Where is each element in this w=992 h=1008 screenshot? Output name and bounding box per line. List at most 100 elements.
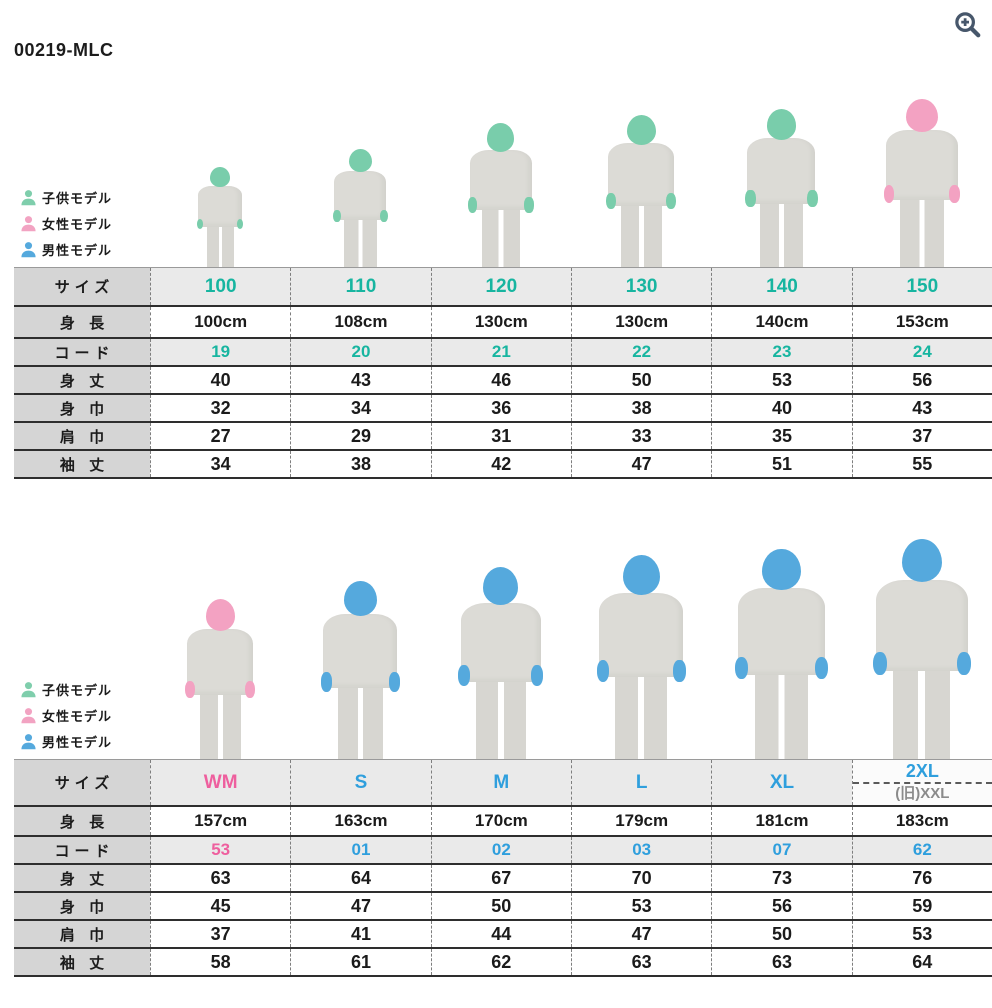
measure-cell: 64 [290, 865, 431, 891]
code-cell: 21 [430, 339, 571, 365]
model-figure-140 [745, 109, 818, 267]
measure-cell: 73 [711, 865, 852, 891]
measure-cell: 58 [150, 949, 291, 975]
measure-cell: 40 [711, 395, 852, 421]
code-cell: 23 [711, 339, 852, 365]
measure-cell: 53 [711, 367, 852, 393]
size-old-xxl-note: (旧)XXL [852, 782, 992, 804]
zoom-in-icon[interactable] [950, 8, 984, 42]
height-cell: 130cm [430, 307, 571, 337]
table-row-shoulder-width: 肩 巾 37 41 44 47 50 53 [14, 919, 992, 947]
measure-cell: 63 [150, 865, 291, 891]
measure-cell: 33 [570, 423, 712, 449]
size-cell: 120 [430, 268, 571, 305]
table-row-body-width: 身 巾 45 47 50 53 56 59 [14, 891, 992, 919]
model-figure-150 [883, 99, 960, 267]
model-figure-xl [735, 549, 828, 759]
row-label-size: サイズ [14, 760, 150, 805]
model-figure-110 [332, 149, 389, 267]
size-cell: XL [711, 760, 852, 805]
row-label-shoulder-width: 肩 巾 [14, 921, 150, 947]
model-figure-s [321, 581, 400, 759]
product-code-title: 00219-MLC [14, 40, 114, 60]
legend-label: 男性モデル [42, 243, 113, 258]
measure-cell: 64 [851, 949, 992, 975]
measure-cell: 53 [851, 921, 992, 947]
row-label-sleeve-length: 袖 丈 [14, 451, 150, 477]
model-figure-100 [196, 167, 244, 267]
code-cell: 01 [290, 837, 431, 863]
table-row-body-length: 身 丈 63 64 67 70 73 76 [14, 863, 992, 891]
measure-cell: 41 [290, 921, 431, 947]
table-row-size: サイズ 100 110 120 130 140 150 [14, 267, 992, 305]
legend-label: 子供モデル [42, 683, 113, 698]
height-cell: 140cm [711, 307, 852, 337]
measure-cell: 37 [851, 423, 992, 449]
height-cell: 100cm [150, 307, 291, 337]
child-model-icon [21, 190, 36, 206]
measure-cell: 32 [150, 395, 291, 421]
code-cell: 53 [150, 837, 291, 863]
female-model-icon [21, 216, 36, 232]
kids-size-table: サイズ 100 110 120 130 140 150 身 長 100cm 10… [14, 267, 992, 479]
legend-item-male: 男性モデル [20, 240, 150, 259]
measure-cell: 47 [570, 451, 712, 477]
measure-cell: 76 [851, 865, 992, 891]
row-label-height: 身 長 [14, 307, 150, 337]
model-figure-m [458, 567, 544, 759]
measure-cell: 50 [430, 893, 571, 919]
magnifier-plus-icon [955, 11, 981, 37]
height-cell: 130cm [570, 307, 712, 337]
measure-cell: 42 [430, 451, 571, 477]
measure-cell: 34 [150, 451, 291, 477]
legend-item-child: 子供モデル [20, 680, 150, 699]
size-cell: M [430, 760, 571, 805]
size-cell: 130 [570, 268, 712, 305]
adult-size-table: サイズ WM S M L XL 2XL (旧)XXL 身 長 157cm 163… [14, 759, 992, 977]
measure-cell: 50 [570, 367, 712, 393]
height-cell: 153cm [851, 307, 992, 337]
row-label-size: サイズ [14, 268, 150, 305]
code-cell: 07 [711, 837, 852, 863]
legend-label: 女性モデル [42, 709, 113, 724]
legend-label: 男性モデル [42, 735, 113, 750]
height-cell: 163cm [290, 807, 431, 835]
measure-cell: 29 [290, 423, 431, 449]
row-label-code: コード [14, 837, 150, 863]
measure-cell: 43 [290, 367, 431, 393]
table-row-body-length: 身 丈 40 43 46 50 53 56 [14, 365, 992, 393]
measure-cell: 63 [570, 949, 712, 975]
table-row-body-width: 身 巾 32 34 36 38 40 43 [14, 393, 992, 421]
model-figure-120 [467, 123, 534, 267]
measure-cell: 38 [290, 451, 431, 477]
measure-cell: 63 [711, 949, 852, 975]
measure-cell: 31 [430, 423, 571, 449]
legend-item-female: 女性モデル [20, 214, 150, 233]
measure-cell: 44 [430, 921, 571, 947]
height-cell: 108cm [290, 307, 431, 337]
height-cell: 157cm [150, 807, 291, 835]
row-label-code: コード [14, 339, 150, 365]
row-label-body-length: 身 丈 [14, 367, 150, 393]
measure-cell: 43 [851, 395, 992, 421]
model-legend: 子供モデル 女性モデル 男性モデル [20, 181, 150, 259]
child-model-icon [21, 682, 36, 698]
table-row-shoulder-width: 肩 巾 27 29 31 33 35 37 [14, 421, 992, 449]
row-label-sleeve-length: 袖 丈 [14, 949, 150, 975]
size-cell: S [290, 760, 431, 805]
legend-item-male: 男性モデル [20, 732, 150, 751]
model-legend: 子供モデル 女性モデル 男性モデル [20, 673, 150, 751]
measure-cell: 61 [290, 949, 431, 975]
table-row-sleeve-length: 袖 丈 34 38 42 47 51 55 [14, 449, 992, 477]
table-row-code: コード 19 20 21 22 23 24 [14, 337, 992, 365]
measure-cell: 67 [430, 865, 571, 891]
size-cell: L [570, 760, 712, 805]
measure-cell: 27 [150, 423, 291, 449]
table-row-size: サイズ WM S M L XL 2XL (旧)XXL [14, 759, 992, 805]
code-cell: 22 [570, 339, 712, 365]
male-model-icon [21, 734, 36, 750]
size-cell: 150 [851, 268, 992, 305]
measure-cell: 70 [570, 865, 712, 891]
male-model-icon [21, 242, 36, 258]
measure-cell: 34 [290, 395, 431, 421]
